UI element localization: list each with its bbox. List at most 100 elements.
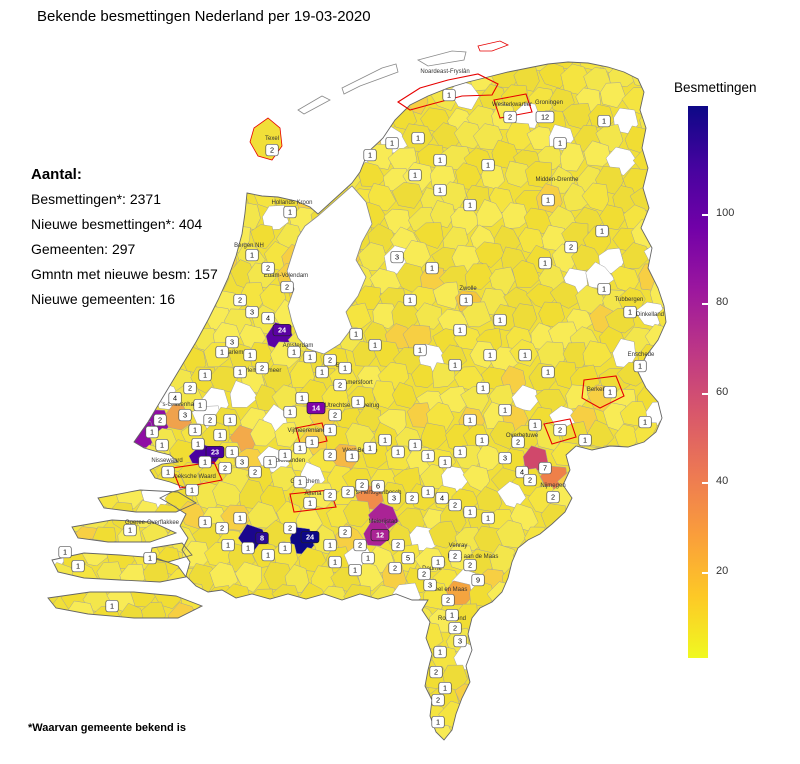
municipality-badge: 1 [293,441,307,455]
municipality-cell [505,601,536,630]
ijsselmeer-water [286,185,373,355]
municipality-cell [630,62,657,89]
municipality-badge-value: 2 [446,596,450,605]
municipality-badge: 1 [408,438,422,452]
municipality-label: Vijfheerenlanden [288,428,333,434]
municipality-badge: 2 [564,240,578,254]
municipality-cell [106,106,130,136]
municipality-cell [48,365,73,391]
municipality-badge: 12 [535,110,555,124]
municipality-cell [572,647,598,674]
municipality-label: Enschede [628,352,655,358]
municipality-cell [525,644,556,674]
municipality-badge-value: 24 [278,326,287,335]
municipality-label: Groningen [535,100,563,106]
municipality-badge: 1 [225,445,239,459]
municipality-cell [137,359,168,386]
municipality-badge: 1 [391,445,405,459]
municipality-cell [249,622,281,647]
municipality-badge-value: 1 [288,408,292,417]
municipality-cell [480,603,508,630]
municipality-badge-value: 5 [406,554,410,563]
municipality-cell [626,568,655,597]
legend-tick-label: 60 [716,386,729,399]
municipality-badge-value: 14 [312,404,321,413]
municipality-cell [476,199,504,227]
municipality-badge-value: 1 [250,251,254,260]
municipality-label: Nijmegen [540,483,565,489]
municipality-badge-value: 1 [558,139,562,148]
municipality-badge: 1 [161,465,175,479]
municipality-badge-value: 1 [110,602,114,611]
municipality-badge: 1 [411,131,425,145]
stats-heading: Aantal: [31,166,82,183]
new-border-vijfheerenlanden [295,422,328,448]
municipality-badge: 2 [511,435,525,449]
municipality-badge: 1 [603,385,617,399]
municipality-cell [81,623,110,649]
new-border-noardeast-fryslan [396,73,499,111]
municipality-cell [395,620,426,648]
municipality-cell [48,461,61,493]
municipality-badge-value: 2 [422,570,426,579]
municipality-badge: 1 [483,348,497,362]
municipality-cell [144,329,175,356]
municipality-badge-value: 1 [416,134,420,143]
municipality-badge: 1 [323,538,337,552]
municipality-label: Edam-Volendam [264,273,308,279]
municipality-cell [585,543,614,572]
municipality-badge: 1 [453,323,467,337]
municipality-cell [253,706,282,735]
municipality-cell [464,263,495,290]
municipality-badge: 3 [225,335,239,349]
municipality-badge: 1 [241,541,255,555]
municipality-cell [461,301,492,328]
municipality-badge: 1 [351,395,365,409]
municipality-badge-value: 1 [438,648,442,657]
municipality-badge: 1 [233,511,247,525]
municipality-badge-value: 1 [447,91,451,100]
municipality-cell [307,683,338,712]
municipality-label: Bergen NH [234,243,264,249]
municipality-badge: 1 [421,485,435,499]
municipality-badge: 1 [278,448,292,462]
municipality-badge: 1 [349,327,363,341]
municipality-cell [231,661,259,687]
municipality-cell [83,63,113,94]
municipality-cell [549,281,582,309]
municipality-badge-value: 1 [196,440,200,449]
municipality-cell [195,686,222,712]
municipality-cell [317,665,350,693]
municipality-cell [48,382,62,410]
municipality-cell [582,340,613,367]
municipality-cell [539,625,564,652]
municipality-cell [283,164,311,194]
municipality-cell [582,582,613,610]
municipality-badge: 1 [595,224,609,238]
municipality-cell [209,727,238,740]
municipality-cell [635,461,666,488]
municipality-label: 's-Hertogenbosch [355,490,402,496]
municipality-cell [229,380,259,408]
municipality-cell [234,561,263,593]
municipality-cell [380,84,409,108]
municipality-badge: 2 [333,378,347,392]
municipality-cell [74,87,100,114]
municipality-cell [468,701,497,729]
municipality-cell [618,62,649,75]
municipality-cell [213,162,243,190]
municipality-badge: 1 [188,423,202,437]
municipality-cell [215,203,245,231]
municipality-cell [536,546,564,571]
municipality-badge: 3 [245,305,259,319]
municipality-badge: 3 [387,491,401,505]
municipality-cell [608,548,640,573]
municipality-badge-value: 1 [150,428,154,437]
municipality-badge: 1 [431,715,445,729]
municipality-badge: 1 [155,438,169,452]
municipality-badge-value: 3 [392,494,396,503]
municipality-badge: 1 [541,193,555,207]
municipality-cell [51,484,80,514]
municipality-badge-value: 2 [360,481,364,490]
